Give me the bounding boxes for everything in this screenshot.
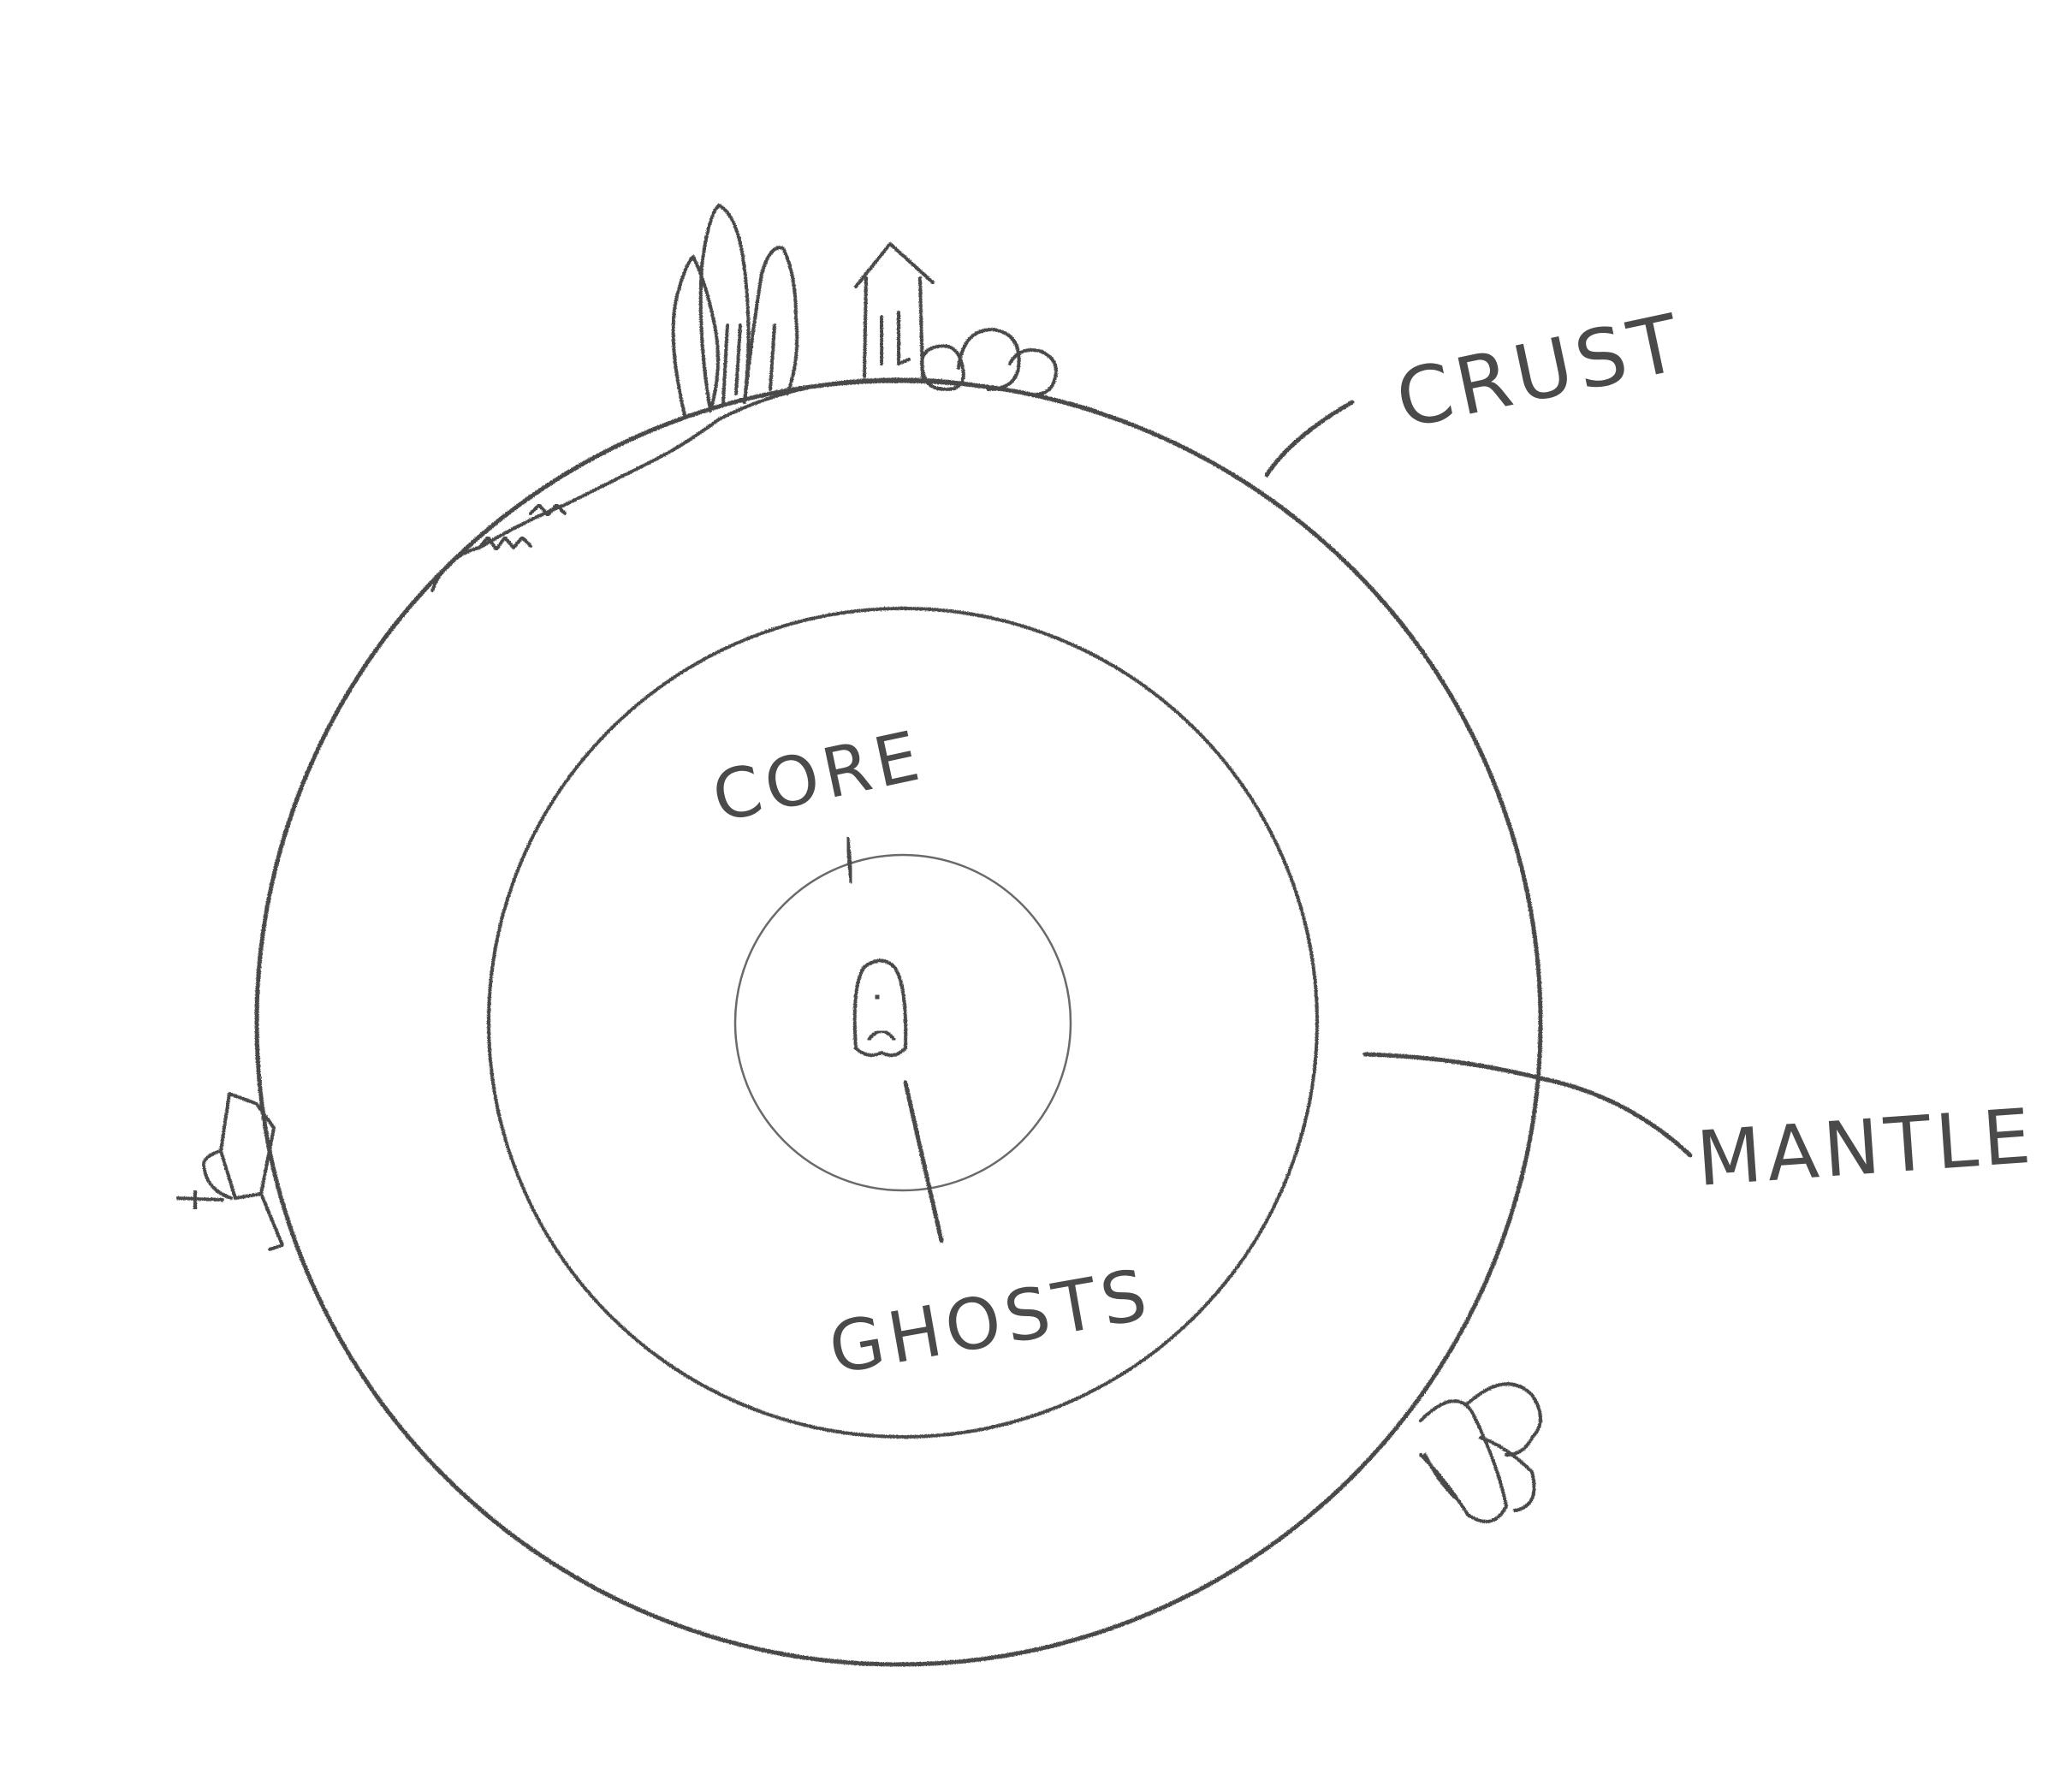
ghosts-leader-line [903, 1080, 944, 1243]
bush-icon [1419, 1382, 1542, 1523]
mantle-circle [487, 607, 1319, 1439]
crust-label: CRUST [1388, 296, 1692, 446]
core-circle [733, 853, 1072, 1192]
ghosts-label: GHOSTS [823, 1254, 1158, 1391]
mantle-label: MANTLE [1694, 1092, 2039, 1203]
mantle-leader-line [1362, 1052, 1693, 1158]
core-label: CORE [706, 715, 931, 838]
trees-icon [671, 204, 799, 417]
bushes-icon [920, 328, 1058, 396]
rocket-icon [176, 1092, 284, 1251]
crust-outer-circle [254, 378, 1543, 1667]
core-leader-line [845, 836, 854, 884]
ghost-icon [852, 958, 908, 1058]
crust-leader-line [1264, 400, 1355, 478]
grass-edge [430, 377, 1097, 592]
